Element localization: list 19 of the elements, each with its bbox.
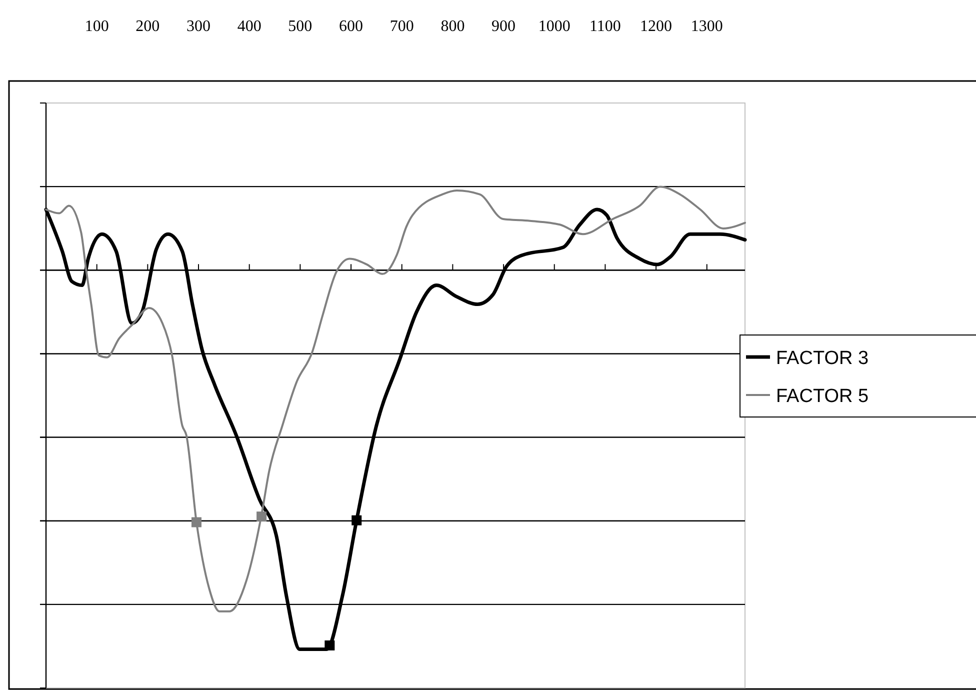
x-tick-label: 500 xyxy=(288,18,312,35)
x-tick-label: 100 xyxy=(84,18,109,35)
x-tick-label: 1200 xyxy=(640,18,672,35)
x-tick-label: 1000 xyxy=(538,18,570,35)
legend-label: FACTOR 5 xyxy=(776,386,869,407)
x-tick-label: 700 xyxy=(390,18,414,35)
point xyxy=(191,517,202,528)
x-tick-label: 200 xyxy=(136,18,160,35)
point xyxy=(352,515,362,526)
x-tick-label: 1100 xyxy=(589,18,621,35)
x-tick-label: 800 xyxy=(440,18,465,35)
x-tick-label: 900 xyxy=(492,18,516,35)
point xyxy=(324,640,335,650)
point xyxy=(256,512,267,522)
x-tick-label: 400 xyxy=(237,18,262,35)
x-tick-label: 300 xyxy=(186,18,211,35)
x-tick-label: 1300 xyxy=(690,18,723,35)
x-tick-label: 600 xyxy=(339,18,364,35)
legend-label: FACTOR 3 xyxy=(776,348,869,369)
